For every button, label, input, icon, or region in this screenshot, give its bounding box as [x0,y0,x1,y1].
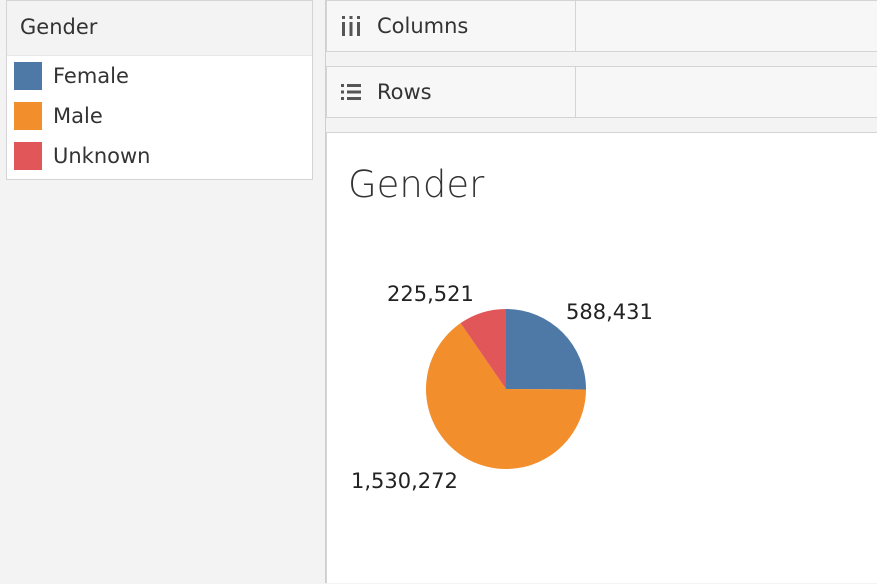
legend-label: Male [53,104,103,128]
pie-label-unknown: 225,521 [387,282,474,306]
legend-item-male[interactable]: Male [7,96,312,136]
legend-swatch-unknown [14,142,42,170]
pie-slice-male[interactable] [426,323,586,470]
rows-shelf[interactable]: Rows [326,66,877,118]
legend-label: Female [53,64,129,88]
legend-item-female[interactable]: Female [7,56,312,96]
color-legend: Gender Female Male Unknown [6,0,313,180]
pie-slice-unknown[interactable] [460,309,506,389]
pie-slice-female[interactable] [506,309,586,390]
legend-item-unknown[interactable]: Unknown [7,136,312,176]
rows-label: Rows [377,80,432,104]
rows-icon [340,81,362,103]
pane-divider[interactable] [325,0,326,583]
columns-drop-area[interactable] [576,1,877,51]
columns-shelf-header: Columns [327,1,576,51]
pie-label-male: 1,530,272 [351,469,458,493]
columns-icon [340,15,362,37]
sheet-title: Gender [348,163,485,206]
legend-swatch-female [14,62,42,90]
columns-shelf[interactable]: Columns [326,0,877,52]
legend-title: Gender [7,1,312,56]
pie-chart[interactable]: 588,431 1,530,272 225,521 [327,133,877,584]
columns-label: Columns [377,14,469,38]
legend-label: Unknown [53,144,151,168]
legend-swatch-male [14,102,42,130]
rows-drop-area[interactable] [576,67,877,117]
pie-label-female: 588,431 [566,300,653,324]
rows-shelf-header: Rows [327,67,576,117]
worksheet-canvas[interactable]: Gender 588,431 1,530,272 225,521 [326,132,877,583]
